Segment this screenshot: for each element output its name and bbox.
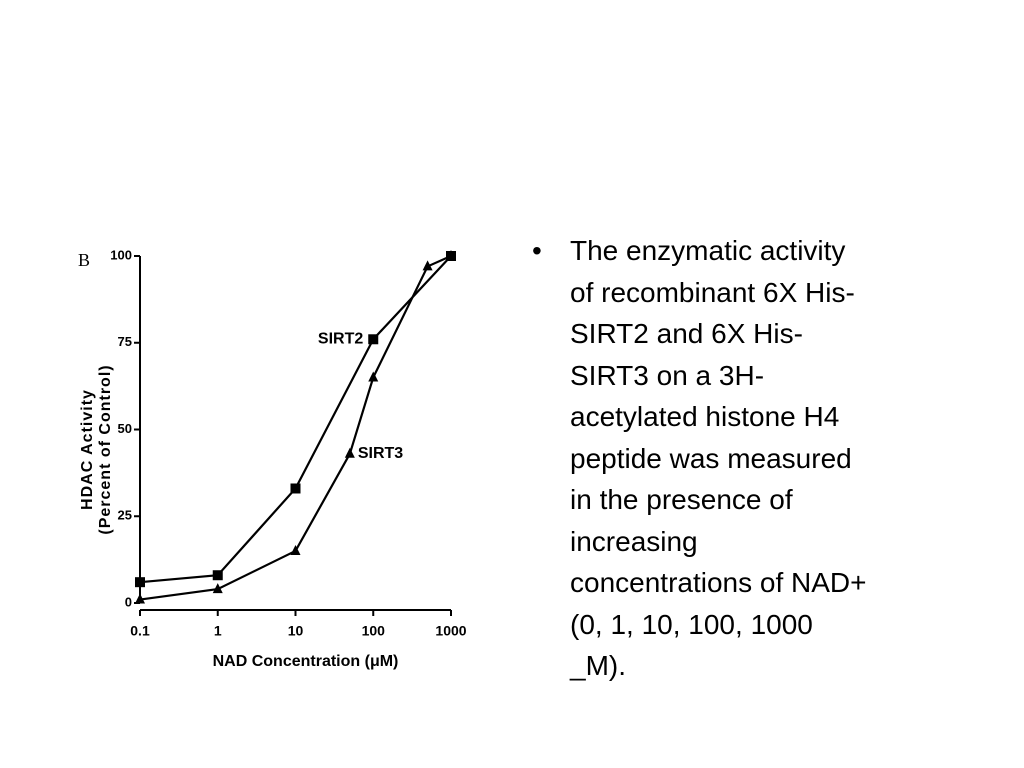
- bullet-line: peptide was measured: [532, 438, 867, 480]
- bullet-line: acetylated histone H4: [532, 396, 867, 438]
- bullet-line: increasing: [532, 521, 867, 563]
- bullet-line: _M).: [532, 645, 867, 687]
- bullet-text-line: (0, 1, 10, 100, 1000: [570, 608, 813, 640]
- bullet-text-line: concentrations of NAD+: [570, 567, 867, 598]
- x-tick-label: 1: [214, 623, 222, 639]
- y-tick-label: 100: [110, 247, 132, 262]
- point: [446, 250, 456, 260]
- point: [344, 447, 355, 458]
- bullet-line: in the presence of: [532, 479, 867, 521]
- x-tick-label: 0.1: [130, 623, 150, 639]
- bullet-text-line: SIRT3 on a 3H-: [570, 359, 765, 391]
- x-tick-label: 1000: [435, 623, 466, 639]
- y-tick-label: 50: [118, 421, 132, 436]
- point: [368, 334, 379, 345]
- bullet-line: SIRT3 on a 3H-: [532, 355, 867, 397]
- x-axis-label: NAD Concentration (μM): [213, 653, 399, 670]
- panel-label: B: [78, 250, 90, 270]
- x-tick-label: 100: [362, 623, 386, 639]
- point: [368, 371, 379, 382]
- bullet-text-line: of recombinant 6X His-: [570, 276, 855, 308]
- series-line: [139, 255, 452, 584]
- bullet-dot: •: [532, 235, 542, 266]
- y-axis-label: (Percent of Control): [97, 364, 114, 534]
- bullet-line: • The enzymatic activity: [532, 230, 867, 272]
- bullet-text-line: _M).: [570, 650, 626, 681]
- point: [212, 570, 223, 581]
- bullet-text-line: SIRT2 and 6X His-: [570, 318, 803, 349]
- y-tick-label: 0: [125, 594, 132, 609]
- bullet-text-line: increasing: [570, 525, 698, 557]
- point: [212, 583, 223, 594]
- series-label: SIRT2: [318, 330, 363, 347]
- y-tick-label: 75: [118, 334, 132, 349]
- bullet-text-line: The enzymatic activity: [570, 235, 846, 266]
- bullet-text-line: acetylated histone H4: [570, 401, 840, 432]
- point: [422, 260, 433, 271]
- bullet-text-line: peptide was measured: [570, 442, 852, 474]
- point: [135, 593, 145, 604]
- bullet-text-line: in the presence of: [570, 484, 793, 515]
- bullet-line: SIRT2 and 6X His-: [532, 313, 867, 355]
- bullet-line: concentrations of NAD+: [532, 562, 867, 604]
- bullet-line: (0, 1, 10, 100, 1000: [532, 604, 867, 646]
- series-label: SIRT3: [358, 445, 403, 462]
- point: [135, 577, 145, 588]
- y-axis-label: HDAC Activity: [79, 389, 96, 510]
- x-tick-label: 10: [288, 623, 304, 639]
- y-tick-label: 25: [118, 508, 132, 523]
- bullet-text: • The enzymatic activity of recombinant 6X…: [532, 230, 867, 687]
- point: [290, 544, 301, 555]
- bullet-line: of recombinant 6X His-: [532, 272, 867, 314]
- point: [290, 483, 301, 494]
